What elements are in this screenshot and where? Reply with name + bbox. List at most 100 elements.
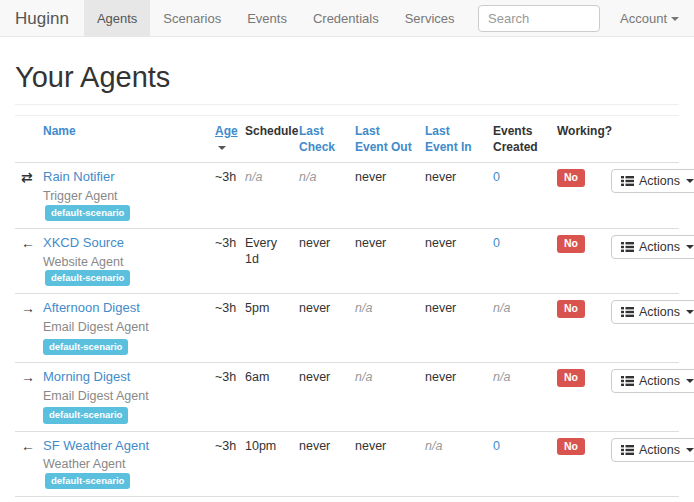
working-status-badge: No [557,300,585,318]
table-row: ←iTunes Trailer SourceWebsite Agent defa… [15,497,679,502]
cell-schedule: 10pm [239,431,293,497]
caret-down-icon [671,17,679,21]
list-icon [621,306,634,318]
table-row: ← XKCD Source Website Agent default-scenar… [15,228,679,294]
agent-name-link[interactable]: Rain Notifier [43,169,115,184]
cell-events-created: 0 [487,497,551,502]
value-text: ~3h [215,236,236,250]
column-header-age[interactable]: Age [209,116,239,163]
list-icon [621,375,634,387]
cell-last-event-out: never [349,228,419,294]
value-text: ~3h [215,301,236,315]
scenario-badge[interactable]: default-scenario [45,270,130,286]
actions-button[interactable]: Actions [611,438,694,462]
nav-items: AgentsScenariosEventsCredentialsServices [84,0,468,36]
actions-button[interactable]: Actions [611,300,694,324]
column-header-events-created: Events Created [487,116,551,163]
actions-label: Actions [639,443,680,457]
value-text: never [355,236,386,250]
agent-subline: Weather Agent default-scenario [43,456,203,489]
cell-last-event-in: n/a [419,431,487,497]
cell-actions: Actions [605,362,679,431]
value-text: n/a [299,170,316,184]
agent-name-link[interactable]: SF Weather Agent [43,438,149,453]
arrow-left-icon: ← [21,235,35,251]
value-text: never [299,301,330,315]
agent-type: Website Agent [43,255,123,269]
value-text: ~3h [215,370,236,384]
scenario-badge[interactable]: default-scenario [45,473,130,489]
value-text: never [355,170,386,184]
cell-working: No [551,362,605,431]
arrow-right-icon: → [21,300,35,316]
value-text: never [425,170,456,184]
value-text: 6am [245,370,269,384]
agent-name-cell: SF Weather Agent Weather Agent default-sc… [37,431,209,497]
agent-subline: Website Agent default-scenario [43,254,203,287]
nav-item-scenarios[interactable]: Scenarios [150,0,234,36]
cell-last-check: never [293,431,349,497]
agents-table: NameAgeScheduleLast CheckLast Event OutL… [15,115,679,502]
cell-working: No [551,163,605,229]
events-created-link[interactable]: 0 [493,236,500,250]
scenario-badge[interactable]: default-scenario [43,339,128,355]
events-created-link[interactable]: 0 [493,439,500,453]
direction-cell: ← [15,497,37,502]
agent-subline: Email Digest Agent [43,388,203,404]
caret-down-icon [686,179,694,183]
caret-down-icon [686,379,694,383]
search-input[interactable] [478,5,600,32]
agent-type: Weather Agent [43,457,125,471]
direction-cell: ← [15,431,37,497]
value-text: n/a [493,370,510,384]
page-title: Your Agents [15,61,679,94]
value-text: 10pm [245,439,276,453]
nav-item-events[interactable]: Events [234,0,300,36]
events-created-link[interactable]: 0 [493,170,500,184]
actions-button[interactable]: Actions [611,369,694,393]
column-header-last-event-out[interactable]: Last Event Out [349,116,419,163]
account-label: Account [620,11,667,26]
agent-name-cell: XKCD Source Website Agent default-scenari… [37,228,209,294]
cell-events-created: n/a [487,294,551,363]
agent-name-link[interactable]: Morning Digest [43,369,130,384]
actions-button[interactable]: Actions [611,235,694,259]
table-row: ⇄Rain NotifierTrigger Agent default-scen… [15,163,679,229]
value-text: n/a [493,301,510,315]
column-header-name[interactable]: Name [37,116,209,163]
column-header-last-event-in[interactable]: Last Event In [419,116,487,163]
cell-schedule: 6am [239,362,293,431]
value-text: 5pm [245,301,269,315]
cell-actions: Actions [605,431,679,497]
table-header-row: NameAgeScheduleLast CheckLast Event OutL… [15,116,679,163]
cell-last-event-in: never [419,228,487,294]
working-status-badge: No [557,235,585,253]
value-text: ~3h [215,170,236,184]
working-status-badge: No [557,438,585,456]
cell-working: No [551,497,605,502]
agent-name-link[interactable]: Afternoon Digest [43,300,140,315]
column-header-icon [15,116,37,163]
cell-schedule: 5pm [239,294,293,363]
cell-last-event-out: n/a [349,362,419,431]
cell-events-created: 0 [487,431,551,497]
cell-schedule: n/a [239,163,293,229]
cell-age: ~3h [209,497,239,502]
value-text: never [425,370,456,384]
app-brand[interactable]: Huginn [0,0,84,36]
nav-item-agents[interactable]: Agents [84,0,150,36]
nav-item-services[interactable]: Services [392,0,468,36]
account-menu[interactable]: Account [620,11,679,26]
column-header-last-check[interactable]: Last Check [293,116,349,163]
value-text: Every 1d [245,236,277,266]
actions-button[interactable]: Actions [611,169,694,193]
nav-item-credentials[interactable]: Credentials [300,0,392,36]
table-row: →Morning DigestEmail Digest Agentdefault… [15,362,679,431]
navbar-right: Account [478,0,694,36]
scenario-badge-line: default-scenario [43,339,203,355]
scenario-badge[interactable]: default-scenario [43,407,128,423]
cell-working: No [551,431,605,497]
scenario-badge[interactable]: default-scenario [45,205,130,221]
agent-name-link[interactable]: XKCD Source [43,235,124,250]
direction-cell: ← [15,228,37,294]
